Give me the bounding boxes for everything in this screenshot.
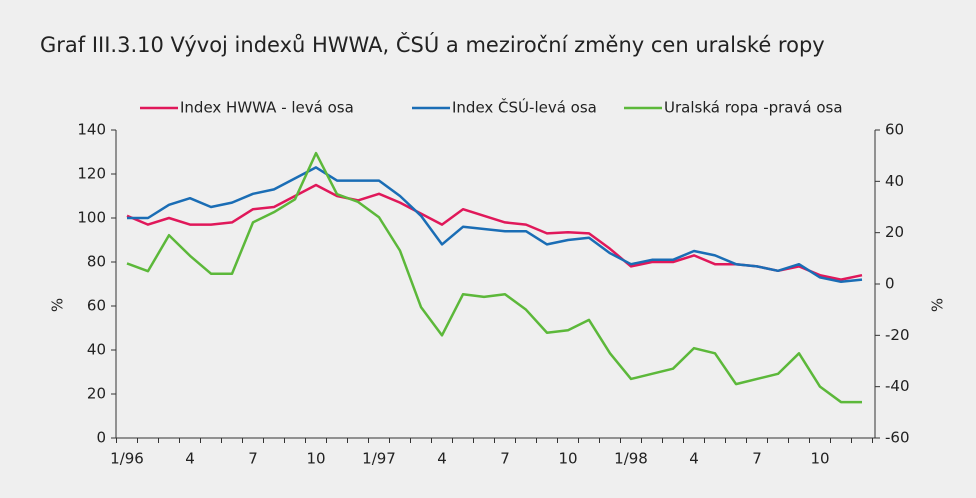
x-tick-label: 1/97 — [362, 450, 396, 468]
x-tick-label: 7 — [500, 450, 510, 468]
y-tick-label: 100 — [77, 209, 106, 227]
x-tick-label: 10 — [810, 450, 829, 468]
y-tick-label: 40 — [87, 341, 106, 359]
x-tick-label: 10 — [306, 450, 325, 468]
y2-axis-label: % — [929, 298, 947, 312]
y-tick-label: 0 — [96, 429, 106, 447]
x-tick-label: 1/96 — [110, 450, 144, 468]
y2-tick-label: -20 — [885, 326, 910, 344]
x-tick-label: 4 — [437, 450, 447, 468]
y2-tick-label: -40 — [885, 377, 910, 395]
y-tick-label: 140 — [77, 121, 106, 139]
y2-tick-label: 40 — [885, 172, 904, 190]
x-tick-label: 4 — [689, 450, 699, 468]
y-tick-label: 120 — [77, 165, 106, 183]
x-tick-label: 10 — [558, 450, 577, 468]
y2-tick-label: 60 — [885, 121, 904, 139]
y2-tick-label: 20 — [885, 223, 904, 241]
y-tick-label: 20 — [87, 385, 106, 403]
y2-tick-label: -60 — [885, 429, 910, 447]
y-tick-label: 80 — [87, 253, 106, 271]
y2-tick-label: 0 — [885, 275, 895, 293]
y-tick-label: 60 — [87, 297, 106, 315]
series-line — [126, 151, 862, 404]
series-line — [127, 166, 863, 284]
x-tick-label: 4 — [185, 450, 195, 468]
x-tick-label: 1/98 — [614, 450, 648, 468]
legend-label: Index ČSÚ-levá osa — [452, 98, 597, 117]
legend-label: Uralská ropa -pravá osa — [664, 99, 843, 117]
y-axis-label: % — [49, 298, 67, 312]
chart-title: Graf III.3.10 Vývoj indexů HWWA, ČSÚ a m… — [40, 32, 825, 57]
legend-label: Index HWWA - levá osa — [180, 99, 354, 117]
x-tick-label: 7 — [248, 450, 258, 468]
x-tick-label: 7 — [752, 450, 762, 468]
